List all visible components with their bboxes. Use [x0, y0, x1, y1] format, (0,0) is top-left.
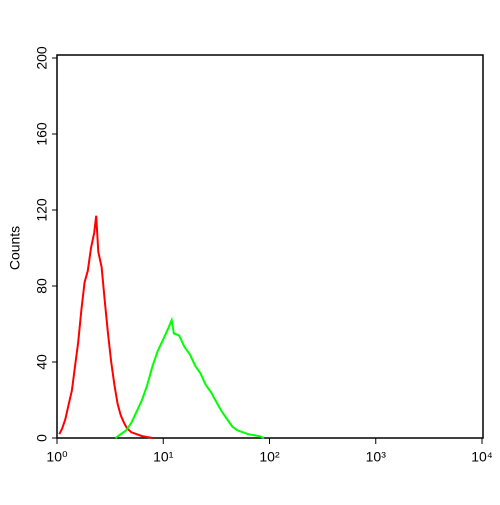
y-tick-label: 160	[34, 122, 50, 146]
x-tick-label: 10⁴	[471, 449, 493, 465]
y-tick-label: 120	[34, 198, 50, 222]
histogram-line	[58, 215, 153, 439]
histogram-line	[114, 316, 265, 439]
y-axis-label: Counts	[7, 226, 23, 270]
y-tick-label: 200	[34, 46, 50, 70]
x-tick-label: 10⁰	[46, 449, 68, 465]
y-tick-label: 80	[34, 278, 50, 294]
x-tick-label: 10²	[259, 449, 280, 465]
x-tick-label: 10³	[366, 449, 387, 465]
y-tick-label: 40	[34, 354, 50, 370]
y-tick-label: 0	[34, 434, 50, 442]
plot-frame	[56, 54, 484, 439]
x-tick-label: 10¹	[153, 449, 174, 465]
